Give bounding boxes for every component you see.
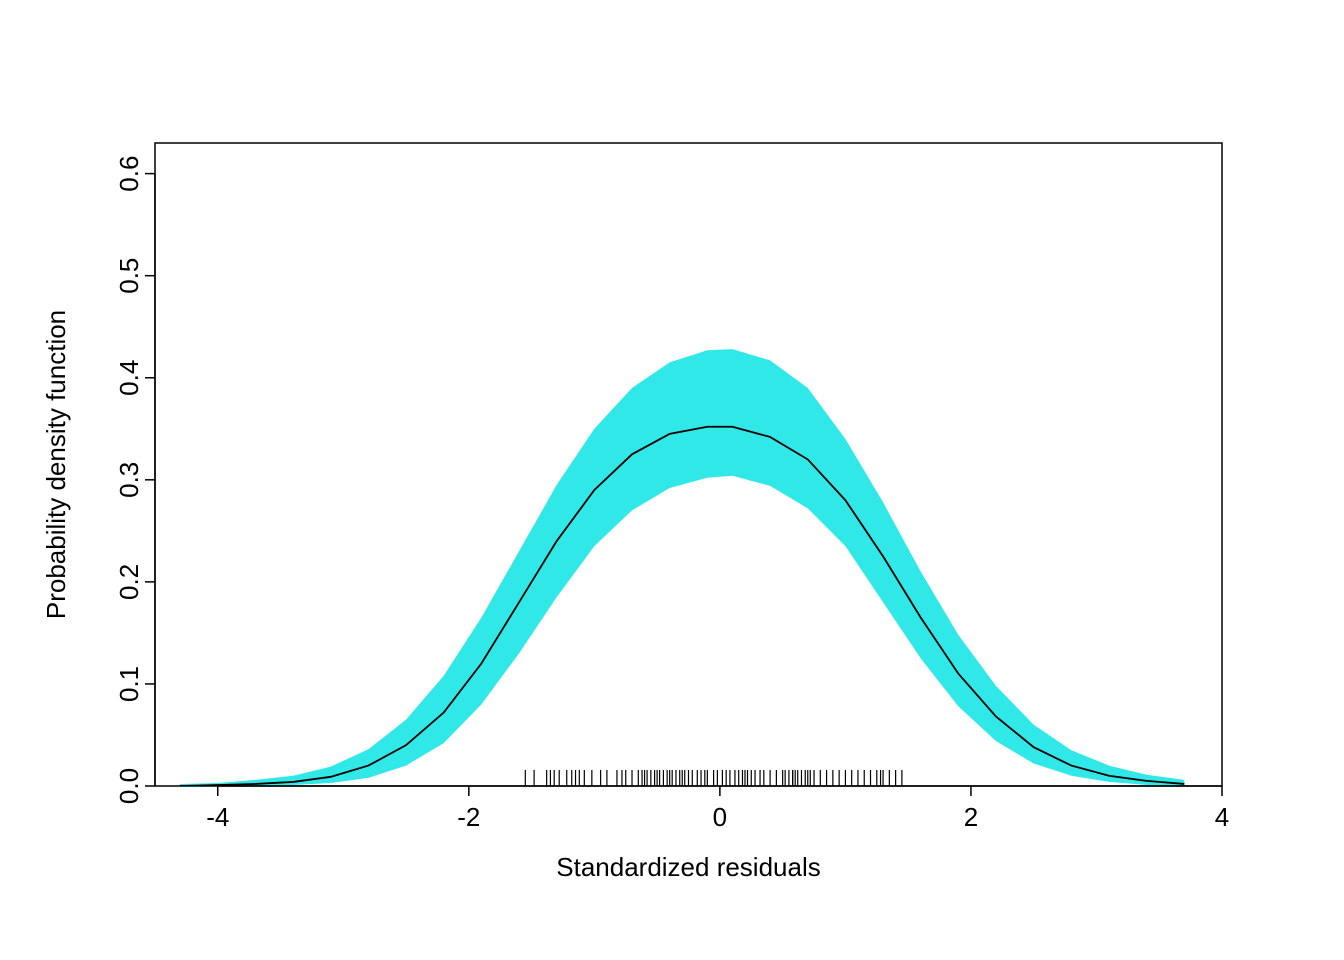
y-tick-label: 0.3 xyxy=(114,462,144,498)
x-tick-label: -4 xyxy=(206,802,229,832)
x-tick-label: -2 xyxy=(457,802,480,832)
y-tick-label: 0.6 xyxy=(114,156,144,192)
y-tick-label: 0.4 xyxy=(114,360,144,396)
y-tick-label: 0.5 xyxy=(114,258,144,294)
density-chart: -4 -2 0 2 4 0.0 0.1 0.2 0.3 0.4 0.5 0.6 Standardized… xyxy=(0,0,1344,960)
x-tick-label: 0 xyxy=(713,802,727,832)
y-tick-label: 0.1 xyxy=(114,666,144,702)
x-axis-label: Standardized residuals xyxy=(556,852,821,882)
chart-svg: -4 -2 0 2 4 0.0 0.1 0.2 0.3 0.4 0.5 0.6 Standardized… xyxy=(0,0,1344,960)
x-tick-label: 2 xyxy=(964,802,978,832)
x-tick-label: 4 xyxy=(1215,802,1229,832)
y-axis-label: Probability density function xyxy=(41,310,71,619)
y-tick-label: 0.2 xyxy=(114,564,144,600)
y-tick-label: 0.0 xyxy=(114,768,144,804)
